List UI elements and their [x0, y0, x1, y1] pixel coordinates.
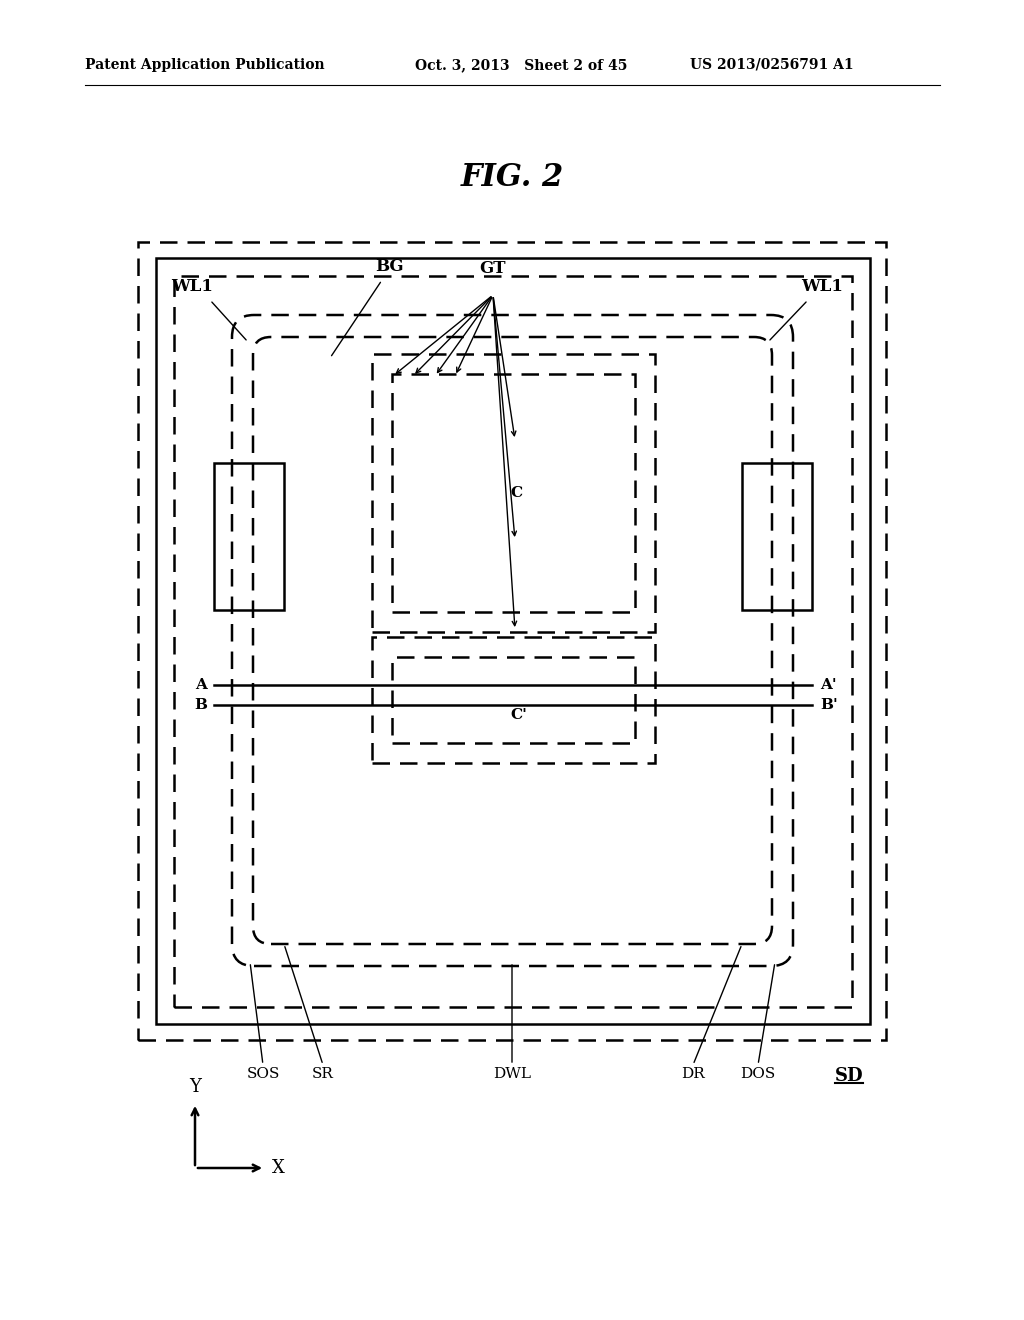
Text: DOS: DOS — [740, 1067, 775, 1081]
Text: Oct. 3, 2013   Sheet 2 of 45: Oct. 3, 2013 Sheet 2 of 45 — [415, 58, 628, 73]
Bar — [392, 657, 635, 743]
Bar — [156, 257, 870, 1024]
Text: X: X — [272, 1159, 285, 1177]
Text: C: C — [510, 486, 522, 500]
Text: B: B — [194, 698, 207, 711]
Bar — [372, 638, 655, 763]
Text: Y: Y — [189, 1078, 201, 1096]
Text: WL1: WL1 — [801, 279, 843, 294]
Bar — [214, 463, 284, 610]
Text: A: A — [196, 678, 207, 692]
Text: US 2013/0256791 A1: US 2013/0256791 A1 — [690, 58, 854, 73]
Text: DR: DR — [681, 1067, 705, 1081]
Text: BG: BG — [376, 257, 404, 275]
Text: A': A' — [820, 678, 837, 692]
Bar — [392, 374, 635, 612]
Text: FIG. 2: FIG. 2 — [461, 162, 563, 194]
Text: C': C' — [510, 708, 527, 722]
Bar — [742, 463, 812, 610]
Text: SR: SR — [312, 1067, 334, 1081]
Text: DWL: DWL — [493, 1067, 531, 1081]
Bar — [138, 242, 886, 1040]
Text: Patent Application Publication: Patent Application Publication — [85, 58, 325, 73]
Text: B': B' — [820, 698, 838, 711]
Bar — [372, 354, 655, 632]
Text: SOS: SOS — [247, 1067, 280, 1081]
Text: WL1: WL1 — [171, 279, 213, 294]
Bar — [174, 276, 852, 1007]
Text: GT: GT — [480, 260, 506, 277]
Text: SD: SD — [835, 1067, 863, 1085]
